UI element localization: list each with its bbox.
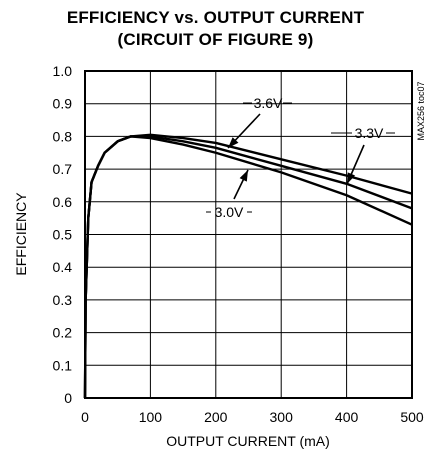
series-line-3-0v [83, 135, 413, 399]
x-tick-label: 400 [335, 409, 359, 425]
y-tick-label: 0 [64, 390, 72, 406]
chart-subtitle: (CIRCUIT OF FIGURE 9) [117, 30, 314, 49]
label-3-3v: 3.3V [355, 125, 384, 141]
y-tick-label: 0.2 [53, 325, 73, 341]
curves [83, 133, 413, 399]
y-tick-label: 1.0 [53, 63, 73, 79]
x-tick-label: 0 [81, 409, 89, 425]
arrowhead [228, 137, 239, 148]
y-tick-label: 0.8 [53, 128, 73, 144]
label-3-6v: 3.6V [254, 95, 283, 111]
tick-labels: 0 0.1 0.2 0.3 0.4 0.5 0.6 0.7 0.8 0.9 1.0 0 100 200 30… [53, 63, 424, 425]
plot-frame [84, 70, 413, 399]
y-tick-label: 0.7 [53, 161, 73, 177]
curve-annotations: 3.6V 3.3V 3.0V [206, 95, 395, 220]
series-line-3-6v [83, 133, 413, 399]
arrowhead [347, 172, 356, 184]
y-tick-label: 0.5 [53, 227, 73, 243]
chart-title: EFFICIENCY vs. OUTPUT CURRENT [66, 8, 365, 27]
y-tick-label: 0.6 [53, 194, 73, 210]
x-tick-label: 500 [400, 409, 424, 425]
figure-reference-label: MAX256 toc07 [416, 81, 426, 140]
x-axis-label: OUTPUT CURRENT (mA) [166, 433, 330, 449]
y-axis-label: EFFICIENCY [13, 192, 29, 276]
y-tick-label: 0.1 [53, 357, 73, 373]
x-tick-label: 300 [270, 409, 294, 425]
x-tick-label: 100 [139, 409, 163, 425]
arrowhead [239, 170, 248, 182]
label-3-0v: 3.0V [215, 204, 244, 220]
y-tick-label: 0.9 [53, 96, 73, 112]
x-tick-label: 200 [204, 409, 228, 425]
y-tick-label: 0.3 [53, 292, 73, 308]
y-tick-label: 0.4 [53, 259, 73, 275]
grid [85, 71, 412, 398]
